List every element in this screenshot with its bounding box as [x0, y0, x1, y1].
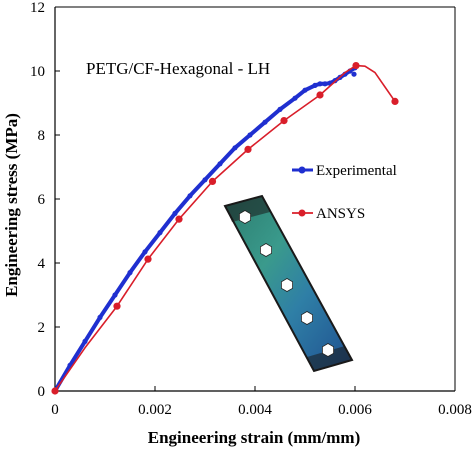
legend-label: ANSYS: [316, 206, 365, 222]
x-tick-label: 0.002: [138, 402, 172, 418]
x-tick-label: 0.008: [438, 402, 472, 418]
specimen-hole: [259, 243, 273, 257]
x-axis-title: Engineering strain (mm/mm): [148, 428, 360, 447]
legend: Experimental ANSYS: [292, 163, 397, 222]
data-point-ansys: [316, 91, 324, 99]
x-tick-label: 0.006: [338, 402, 372, 418]
data-point-experimental: [82, 338, 88, 344]
x-tick-label: 0: [51, 402, 59, 418]
data-point-experimental: [277, 106, 283, 112]
y-tick-label: 4: [38, 256, 46, 272]
y-ticks: 0 2 4 6 8 10 12: [30, 0, 60, 400]
data-point-ansys: [51, 387, 59, 395]
data-point-ansys: [352, 61, 360, 70]
data-point-experimental: [247, 132, 253, 138]
specimen-grip-top: [225, 196, 270, 222]
data-point-ansys: [113, 302, 121, 310]
specimen-holes: [238, 210, 335, 357]
legend-swatch-marker: [298, 209, 306, 217]
series-line-ansys: [54, 64, 396, 392]
data-point-experimental: [262, 119, 268, 125]
data-point-experimental: [112, 292, 118, 298]
data-point-ansys: [144, 255, 152, 263]
data-point-experimental: [157, 230, 163, 236]
legend-label: Experimental: [316, 163, 397, 179]
data-point-experimental: [317, 81, 323, 87]
data-point-ansys: [208, 177, 217, 185]
data-point-ansys: [175, 215, 183, 223]
specimen-grip-bottom: [307, 346, 352, 371]
y-tick-label: 12: [30, 0, 45, 16]
data-point-experimental: [322, 81, 328, 87]
y-axis-title: Engineering stress (MPa): [2, 113, 21, 297]
specimen-hole: [300, 311, 314, 325]
data-point-ansys: [244, 145, 252, 153]
data-point-experimental: [312, 82, 318, 88]
series-layer: [51, 61, 399, 395]
y-tick-label: 8: [38, 128, 46, 144]
x-ticks: 0 0.002 0.004 0.006 0.008: [51, 386, 472, 418]
data-point-experimental: [232, 145, 238, 151]
data-point-experimental: [187, 193, 193, 199]
data-point-experimental: [217, 161, 223, 167]
specimen-hole: [321, 343, 335, 357]
legend-swatch-marker: [298, 166, 306, 174]
chart-annotation: PETG/CF-Hexagonal - LH: [86, 59, 270, 78]
specimen-hole: [280, 278, 294, 292]
data-point-experimental: [292, 95, 298, 101]
y-tick-label: 2: [38, 320, 46, 336]
y-tick-label: 0: [38, 384, 46, 400]
data-point-ansys: [280, 117, 288, 125]
data-point-experimental: [302, 87, 308, 93]
y-tick-label: 10: [30, 64, 45, 80]
data-point-ansys: [391, 97, 399, 105]
specimen-inset-image: [223, 194, 354, 373]
axes: 0 0.002 0.004 0.006 0.008 0 2 4 6 8 10 12: [30, 0, 472, 418]
data-point-experimental: [127, 270, 133, 276]
data-point-experimental: [97, 314, 103, 320]
specimen-hole: [238, 210, 252, 224]
data-point-experimental: [202, 177, 208, 183]
data-point-experimental: [351, 71, 357, 77]
data-point-experimental: [172, 210, 178, 216]
data-point-experimental: [142, 249, 148, 255]
y-tick-label: 6: [38, 192, 46, 208]
x-tick-label: 0.004: [238, 402, 272, 418]
